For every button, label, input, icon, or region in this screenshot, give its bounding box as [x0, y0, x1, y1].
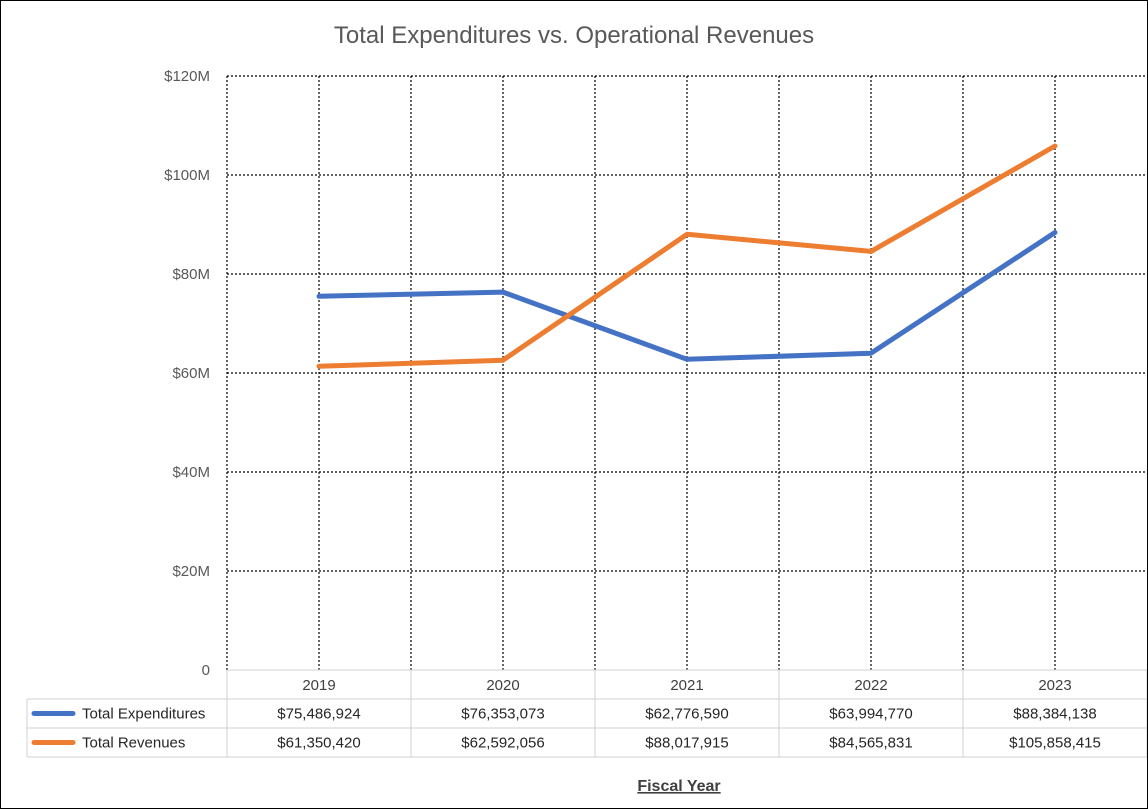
table-cell-value: $76,353,073 — [461, 706, 544, 723]
table-cell-value: $62,592,056 — [461, 735, 544, 752]
table-cell-value: $61,350,420 — [277, 735, 360, 752]
y-tick-label: $60M — [172, 365, 210, 382]
table-cell-value: $88,017,915 — [645, 735, 728, 752]
table-cell-value: $63,994,770 — [829, 706, 912, 723]
table-cell-value: $105,858,415 — [1009, 735, 1101, 752]
y-tick-label: $80M — [172, 266, 210, 283]
x-axis-label: Fiscal Year — [637, 778, 720, 795]
data-point — [1054, 145, 1056, 147]
y-tick-label: $40M — [172, 464, 210, 481]
data-point — [686, 358, 688, 360]
table-cell-value: $62,776,590 — [645, 706, 728, 723]
x-tick-label: 2019 — [302, 677, 335, 694]
y-axis-ticks: 0 $20M $40M $60M $80M $100M $120M — [164, 68, 210, 679]
data-table: 2019 2020 2021 2022 2023 Total Expenditures $7… — [26, 669, 1147, 758]
legend-label: Total Revenues — [82, 735, 185, 752]
table-cell-value: $88,384,138 — [1013, 706, 1096, 723]
legend-label: Total Expenditures — [82, 706, 205, 723]
x-tick-label: 2021 — [670, 677, 703, 694]
series-layer — [316, 143, 1058, 369]
y-tick-label: $100M — [164, 167, 210, 184]
data-point — [318, 365, 320, 367]
data-point — [870, 352, 872, 354]
y-tick-label: $120M — [164, 68, 210, 85]
data-point — [686, 233, 688, 235]
data-point — [1054, 231, 1056, 233]
data-point — [502, 359, 504, 361]
y-tick-label: $20M — [172, 563, 210, 580]
table-cell-value: $75,486,924 — [277, 706, 360, 723]
data-point — [502, 291, 504, 293]
x-tick-label: 2023 — [1038, 677, 1071, 694]
grid-layer — [226, 75, 1147, 670]
y-tick-label: 0 — [202, 662, 210, 679]
data-point — [318, 295, 320, 297]
table-cell-value: $84,565,831 — [829, 735, 912, 752]
x-tick-label: 2022 — [854, 677, 887, 694]
data-point — [870, 250, 872, 252]
chart-title: Total Expenditures vs. Operational Reven… — [334, 22, 814, 49]
x-tick-label: 2020 — [486, 677, 519, 694]
